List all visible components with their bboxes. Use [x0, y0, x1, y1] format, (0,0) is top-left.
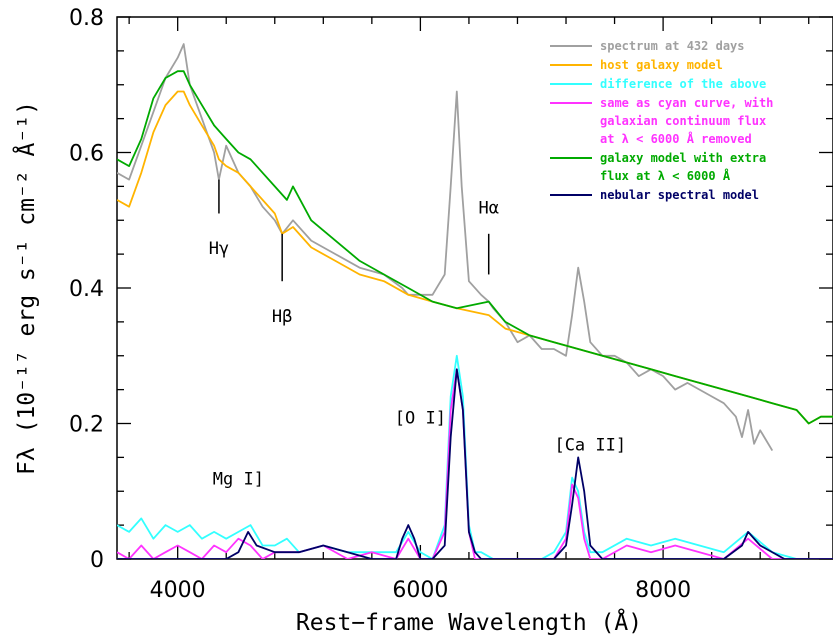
y-tick-label: 0.6 [69, 142, 104, 167]
y-tick-label: 0.2 [69, 413, 104, 438]
legend-label: nebular spectral model [600, 188, 759, 202]
annotation-label: [Ca II] [554, 436, 626, 456]
series-line-4 [117, 70, 833, 425]
x-tick-label: 8000 [635, 578, 691, 603]
x-axis-title: Rest−frame Wavelength (Å) [296, 608, 642, 636]
series-line-2 [117, 354, 833, 559]
y-tick-label: 0.8 [69, 6, 104, 31]
series-line-5 [117, 368, 833, 559]
annotation-label: Mg I] [213, 469, 264, 489]
y-tick-label: 0.4 [69, 277, 104, 302]
annotation-label: Hγ [209, 239, 229, 259]
axis-ticks [117, 16, 833, 560]
legend-label: spectrum at 432 days [600, 39, 745, 53]
annotation-label: Hβ [272, 307, 292, 327]
annotation-label: [O I] [395, 409, 446, 429]
x-tick-label: 6000 [392, 578, 448, 603]
legend-label: host galaxy model [600, 58, 723, 72]
legend-label: galaxian continuum flux [600, 114, 766, 128]
legend-label: same as cyan curve, with [600, 96, 773, 110]
legend-label: difference of the above [600, 77, 766, 91]
series-line-3 [117, 368, 833, 559]
x-tick-label: 4000 [150, 578, 206, 603]
legend-label: at λ < 6000 Å removed [600, 131, 752, 146]
annotation-label: Hα [478, 198, 498, 218]
legend-label: flux at λ < 6000 Å [600, 168, 731, 183]
annotations: Hγ Hβ Hα [O I] [Ca II] Mg I] [209, 179, 626, 489]
legend: spectrum at 432 days host galaxy model dif… [550, 39, 773, 202]
legend-label: galaxy model with extra [600, 151, 766, 165]
y-tick-label: 0 [90, 548, 104, 573]
tick-labels: 4000 6000 8000 0 0.2 0.4 0.6 0.8 [69, 6, 691, 603]
y-axis-title: Fλ (10⁻¹⁷ erg s⁻¹ cm⁻² Å⁻¹) [12, 101, 40, 475]
